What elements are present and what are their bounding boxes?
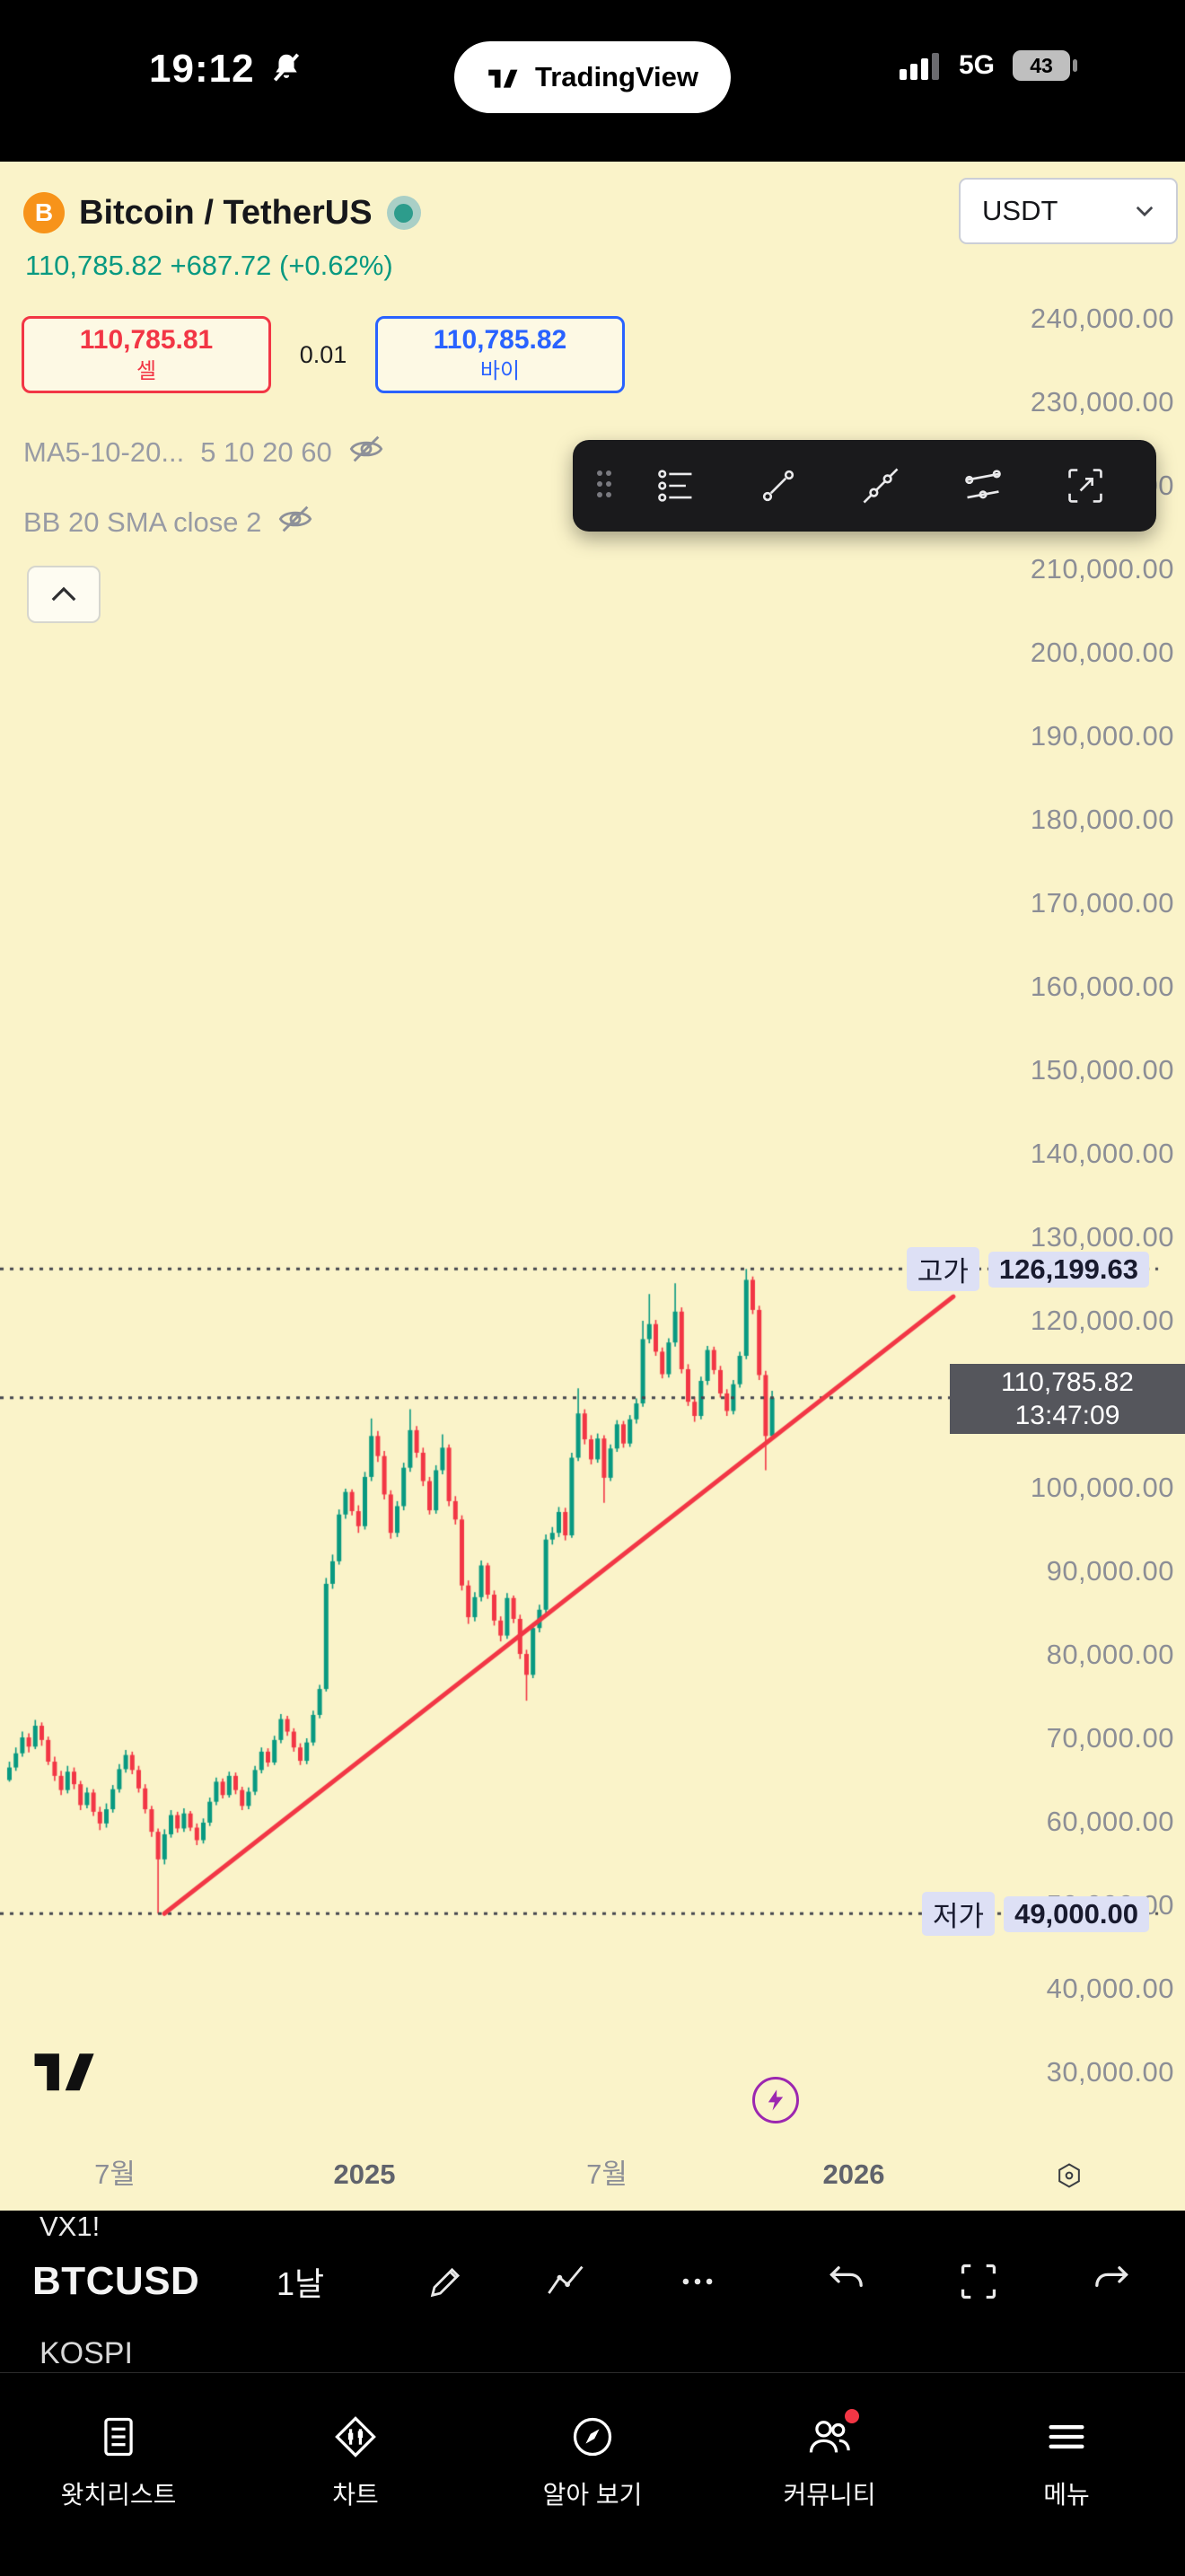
interval-button[interactable]: 1날: [271, 2257, 329, 2306]
nav-label: 왓치리스트: [60, 2481, 177, 2509]
watchlist-ticker-below[interactable]: KOSPI: [40, 2336, 133, 2370]
nav-label: 메뉴: [1043, 2481, 1090, 2509]
nav-label: 알아 보기: [542, 2481, 643, 2509]
undo-button[interactable]: [823, 2256, 873, 2307]
indicator-bb-row: BB 20 SMA close 2: [23, 501, 313, 544]
ellipsis-icon: [682, 2278, 713, 2285]
current-time: 13:47:09: [1014, 1401, 1120, 1430]
low-value: 49,000.00: [1004, 1895, 1149, 1932]
nav-discover[interactable]: 알아 보기: [474, 2373, 711, 2576]
menu-icon: [1040, 2411, 1093, 2463]
eye-off-icon[interactable]: [348, 431, 384, 474]
watchlist-icon: [92, 2411, 145, 2463]
time-axis[interactable]: 7월 2025 7월 2026: [0, 2158, 1185, 2194]
trade-row: 110,785.81 셀 0.01 110,785.82 바이: [22, 316, 625, 393]
chart-icon: [329, 2411, 382, 2463]
eye-off-icon[interactable]: [277, 501, 313, 544]
nav-chart[interactable]: 차트: [237, 2373, 474, 2576]
time-axis-label: 2026: [822, 2158, 885, 2190]
lightning-icon: [768, 2089, 784, 2111]
network-type: 5G: [958, 50, 995, 80]
chart-area[interactable]: 240,000.00230,000.00220,000.00210,000.00…: [0, 162, 1185, 2211]
tool-row: BTCUSD 1날: [0, 2241, 1185, 2322]
trend-line-button[interactable]: [753, 461, 803, 511]
drag-handle-icon[interactable]: [592, 462, 616, 510]
status-right: 5G 43: [899, 50, 1077, 81]
redo-button[interactable]: [1084, 2256, 1135, 2307]
bell-slash-icon: [269, 50, 303, 89]
time-axis-label: 7월: [586, 2158, 628, 2190]
currency-select[interactable]: USDT: [959, 178, 1178, 244]
buy-label: 바이: [479, 358, 521, 383]
bitcoin-icon: B: [23, 192, 65, 233]
draw-button[interactable]: [421, 2256, 471, 2307]
tradingview-logo-icon: [488, 69, 518, 88]
nav-community[interactable]: 커뮤니티: [711, 2373, 948, 2576]
signal-bars-icon: [899, 53, 939, 80]
low-tag: 저가: [922, 1892, 996, 1936]
currency-value: USDT: [982, 195, 1058, 226]
high-value: 126,199.63: [988, 1251, 1149, 1288]
sell-button[interactable]: 110,785.81 셀: [22, 316, 271, 393]
price-summary: 110,785.82 +687.72 (+0.62%): [25, 250, 393, 281]
more-button[interactable]: [672, 2256, 723, 2307]
status-left: 19:12: [149, 47, 303, 92]
chevron-up-icon: [51, 586, 76, 602]
line-tools-button[interactable]: [651, 461, 701, 511]
nav-menu[interactable]: 메뉴: [948, 2373, 1185, 2576]
battery-nub: [1073, 59, 1077, 72]
indicator-bb-label: BB 20 SMA close 2: [23, 506, 262, 538]
current-price: 110,785.82: [1001, 1367, 1134, 1397]
collapse-header-button[interactable]: [27, 566, 101, 623]
parallel-channel-button[interactable]: [958, 461, 1008, 511]
bottom-nav: 왓치리스트 차트 알아 보기 커뮤니티 메뉴: [0, 2372, 1185, 2576]
market-status-dot: [386, 196, 421, 230]
buy-button[interactable]: 110,785.82 바이: [375, 316, 625, 393]
symbol-button[interactable]: BTCUSD: [27, 2258, 205, 2305]
status-app-pill: TradingView: [453, 41, 732, 113]
buy-price: 110,785.82: [433, 324, 567, 355]
hexagon-icon: [1058, 2163, 1080, 2188]
nav-label: 차트: [332, 2481, 379, 2509]
tradingview-watermark-icon: [31, 2045, 104, 2099]
watchlist-ticker-above[interactable]: VX1!: [40, 2211, 101, 2242]
symbol-header[interactable]: B Bitcoin / TetherUS: [23, 192, 421, 233]
indicator-ma-label: MA5-10-20...: [23, 436, 185, 468]
indicators-button[interactable]: [541, 2256, 592, 2307]
drawing-tools: [625, 461, 1137, 511]
nav-watchlist[interactable]: 왓치리스트: [0, 2373, 237, 2576]
battery-percent: 43: [1030, 53, 1053, 77]
sell-price: 110,785.81: [79, 324, 214, 355]
low-level-badge: 저가 49,000.00: [922, 1892, 1149, 1936]
status-app-name: TradingView: [534, 61, 699, 92]
compass-icon: [566, 2411, 619, 2463]
symbol-title: Bitcoin / TetherUS: [79, 193, 373, 232]
chart-bottom-toolbar: VX1! BTCUSD 1날 KOSPI: [0, 2211, 1185, 2372]
time-axis-label: 2025: [333, 2158, 396, 2190]
indicator-ma-values: 5 10 20 60: [200, 436, 332, 468]
high-tag: 고가: [906, 1247, 979, 1291]
drawing-toolbar[interactable]: [573, 440, 1156, 532]
status-bar: 19:12 TradingView 5G 43: [0, 0, 1185, 162]
fullscreen-button[interactable]: [953, 2256, 1004, 2307]
time-axis-label: 7월: [94, 2158, 136, 2190]
notification-dot: [845, 2409, 859, 2423]
quick-trade-button[interactable]: [752, 2077, 799, 2123]
status-time: 19:12: [149, 47, 255, 91]
indicator-ma-row: MA5-10-20... 5 10 20 60: [23, 431, 384, 474]
extended-line-button[interactable]: [856, 461, 906, 511]
spread-value: 0.01: [299, 340, 347, 368]
current-price-badge: 110,785.82 13:47:09: [950, 1364, 1185, 1434]
screenshot-button[interactable]: [1060, 461, 1110, 511]
high-level-badge: 고가 126,199.63: [906, 1247, 1149, 1291]
nav-label: 커뮤니티: [783, 2481, 876, 2509]
chevron-down-icon: [1136, 206, 1154, 217]
axis-settings-button[interactable]: [1050, 2157, 1088, 2194]
community-icon: [803, 2409, 859, 2463]
sell-label: 셀: [136, 358, 157, 383]
battery-icon: 43: [1013, 50, 1077, 81]
